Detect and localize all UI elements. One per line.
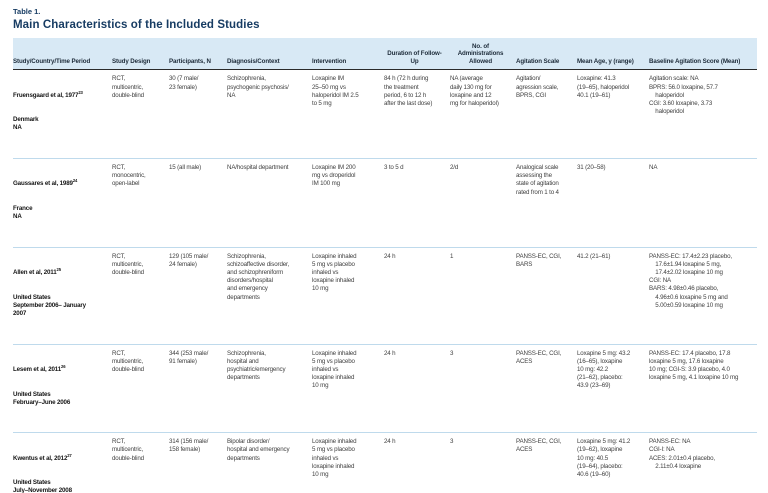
study-location-period: France NA	[13, 204, 33, 221]
cell-duration-follow-up: 24 h	[384, 246, 450, 345]
cell-baseline-agitation-score: NA	[649, 158, 757, 248]
cell-intervention: Loxapine IM 200 mg vs droperidol IM 100 …	[312, 158, 384, 248]
studies-table: Study/Country/Time Period Study Design P…	[13, 38, 757, 493]
cell-baseline-agitation-score: PANSS-EC: 17.4 placebo, 17.8 loxapine 5 …	[649, 343, 757, 433]
cell-study-design: RCT, monocentric, open-label	[112, 158, 169, 248]
reference-superscript: 25	[56, 267, 62, 272]
table-row: Allen et al, 201125 United States Septem…	[13, 246, 757, 345]
study-citation: Gaussares et al, 198924	[13, 178, 107, 188]
study-authors-year: Gaussares et al, 1989	[13, 180, 73, 188]
cell-mean-age: Loxapine 5 mg: 43.2 (16–65), loxapine 10…	[577, 343, 649, 433]
reference-superscript: 23	[78, 89, 83, 95]
study-authors-year: Lesem et al, 2011	[13, 365, 62, 373]
cell-duration-follow-up: 24 h	[384, 432, 450, 493]
study-location-period: United States July–November 2008	[13, 479, 72, 493]
reference-superscript: 24	[72, 178, 78, 184]
cell-baseline-agitation-score: Agitation scale: NA BPRS: 56.0 loxapine,…	[649, 75, 718, 116]
study-location-period: United States February–June 2006	[13, 390, 71, 406]
study-citation: Allen et al, 201125	[13, 267, 107, 277]
col-header-mean-age: Mean Age, y (range)	[577, 38, 649, 71]
cell-intervention: Loxapine inhaled 5 mg vs placebo inhaled…	[312, 246, 384, 345]
study-authors-year: Kwentus et al, 2012	[13, 454, 68, 462]
cell-study-country-period: Allen et al, 201125 United States Septem…	[13, 246, 112, 345]
study-location-period: United States September 2006– January 20…	[13, 293, 86, 317]
study-citation: Kwentus et al, 201227	[13, 452, 107, 463]
table-caption: Table 1. Main Characteristics of the Inc…	[13, 7, 758, 31]
cell-diagnosis-context: Bipolar disorder/ hospital and emergency…	[227, 432, 312, 493]
table-label: Table 1.	[13, 7, 41, 16]
cell-participants: 314 (156 male/ 158 female)	[169, 432, 227, 493]
table-row: Lesem et al, 201126 United States Februa…	[13, 343, 757, 433]
study-authors-year: Allen et al, 2011	[13, 269, 57, 277]
cell-administrations-allowed: 2/d	[450, 158, 516, 248]
cell-baseline-agitation-score: PANSS-EC: NA CGI-I: NA ACES: 2.01±0.4 pl…	[649, 432, 757, 493]
cell-study-country-period: Kwentus et al, 201227 United States July…	[13, 432, 112, 493]
cell-agitation-scale: PANSS-EC, CGI, ACES	[516, 432, 577, 493]
col-header-duration-follow-up: Duration of Follow-Up	[384, 38, 450, 71]
cell-duration-follow-up: 24 h	[384, 343, 450, 433]
cell-study-country-period: Lesem et al, 201126 United States Februa…	[13, 343, 112, 433]
cell-study-country-period: Fruensgaard et al, 197723 Denmark NA	[13, 70, 112, 159]
cell-mean-age: 31 (20–58)	[577, 158, 649, 248]
cell-diagnosis-context: Schizophrenia, schizoaffective disorder,…	[227, 246, 312, 345]
cell-baseline-agitation-score: PANSS-EC: 17.4±2.23 placebo, 17.6±1.94 l…	[649, 246, 757, 345]
cell-agitation-scale: Agitation/ agression scale, BPRS, CGI	[516, 75, 559, 99]
study-citation: Lesem et al, 201126	[13, 363, 107, 374]
col-header-agitation-scale: Agitation Scale	[516, 38, 577, 71]
table-title: Main Characteristics of the Included Stu…	[13, 19, 260, 31]
cell-administrations-allowed: 1	[450, 246, 516, 345]
cell-administrations-allowed: 3	[450, 432, 516, 493]
cell-participants: 30 (7 male/ 23 female)	[169, 75, 199, 91]
study-authors-year: Fruensgaard et al, 1977	[13, 91, 79, 99]
cell-mean-age: 41.2 (21–61)	[577, 246, 649, 345]
cell-duration-follow-up: 3 to 5 d	[384, 158, 450, 248]
table-header: Study/Country/Time Period Study Design P…	[13, 38, 757, 71]
cell-agitation-scale: Analogical scale assessing the state of …	[516, 158, 577, 248]
study-location-period: Denmark NA	[13, 116, 39, 132]
col-header-study-country-time-period: Study/Country/Time Period	[13, 38, 112, 71]
col-header-administrations-allowed: No. of Administrations Allowed	[450, 38, 516, 71]
cell-administrations-allowed: 3	[450, 343, 516, 433]
cell-diagnosis-context: NA/hospital department	[227, 158, 312, 248]
col-header-participants: Participants, N	[169, 38, 227, 71]
cell-study-design: RCT, multicentric, double-blind	[112, 343, 169, 433]
cell-intervention: Loxapine inhaled 5 mg vs placebo inhaled…	[312, 343, 384, 433]
col-header-diagnosis-context: Diagnosis/Context	[227, 38, 312, 71]
col-header-baseline-agitation-score: Baseline Agitation Score (Mean)	[649, 38, 757, 71]
cell-participants: 15 (all male)	[169, 158, 227, 248]
table-body: Fruensgaard et al, 197723 Denmark NA RCT…	[13, 70, 757, 493]
cell-intervention: Loxapine inhaled 5 mg vs placebo inhaled…	[312, 432, 384, 493]
cell-mean-age: Loxapine: 41.3 (19–65), haloperidol 40.1…	[577, 75, 630, 99]
cell-study-design: RCT, multicentric, double-blind	[112, 432, 169, 493]
cell-intervention: Loxapine IM 25–50 mg vs haloperidol IM 2…	[312, 75, 359, 107]
table-row: Kwentus et al, 201227 United States July…	[13, 432, 757, 493]
cell-agitation-scale: PANSS-EC, CGI, ACES	[516, 343, 577, 433]
cell-study-design: RCT, multicentric, double-blind	[112, 246, 169, 345]
cell-participants: 129 (105 male/ 24 female)	[169, 246, 227, 345]
col-header-intervention: Intervention	[312, 38, 384, 71]
cell-administrations-allowed: NA (average daily 130 mg for loxapine an…	[450, 75, 499, 107]
col-header-study-design: Study Design	[112, 38, 169, 71]
cell-diagnosis-context: Schizophrenia, psychogenic psychosis/ NA	[227, 75, 289, 99]
header-row: Study/Country/Time Period Study Design P…	[13, 38, 757, 71]
cell-study-design: RCT, multicentric, double-blind	[112, 75, 144, 99]
study-citation: Fruensgaard et al, 197723	[13, 89, 107, 100]
cell-mean-age: Loxapine 5 mg: 41.2 (19–62), loxapine 10…	[577, 432, 649, 493]
cell-agitation-scale: PANSS-EC, CGI, BARS	[516, 246, 577, 345]
cell-study-country-period: Gaussares et al, 198924 France NA	[13, 158, 112, 248]
reference-superscript: 27	[67, 452, 72, 458]
table-row: Gaussares et al, 198924 France NA RCT, m…	[13, 158, 757, 248]
cell-duration-follow-up: 84 h (72 h during the treatment period, …	[384, 75, 433, 107]
table-row: Fruensgaard et al, 197723 Denmark NA RCT…	[13, 70, 757, 159]
reference-superscript: 26	[61, 363, 66, 369]
cell-diagnosis-context: Schizophrenia, hospital and psychiatric/…	[227, 343, 312, 433]
cell-participants: 344 (253 male/ 91 female)	[169, 343, 227, 433]
